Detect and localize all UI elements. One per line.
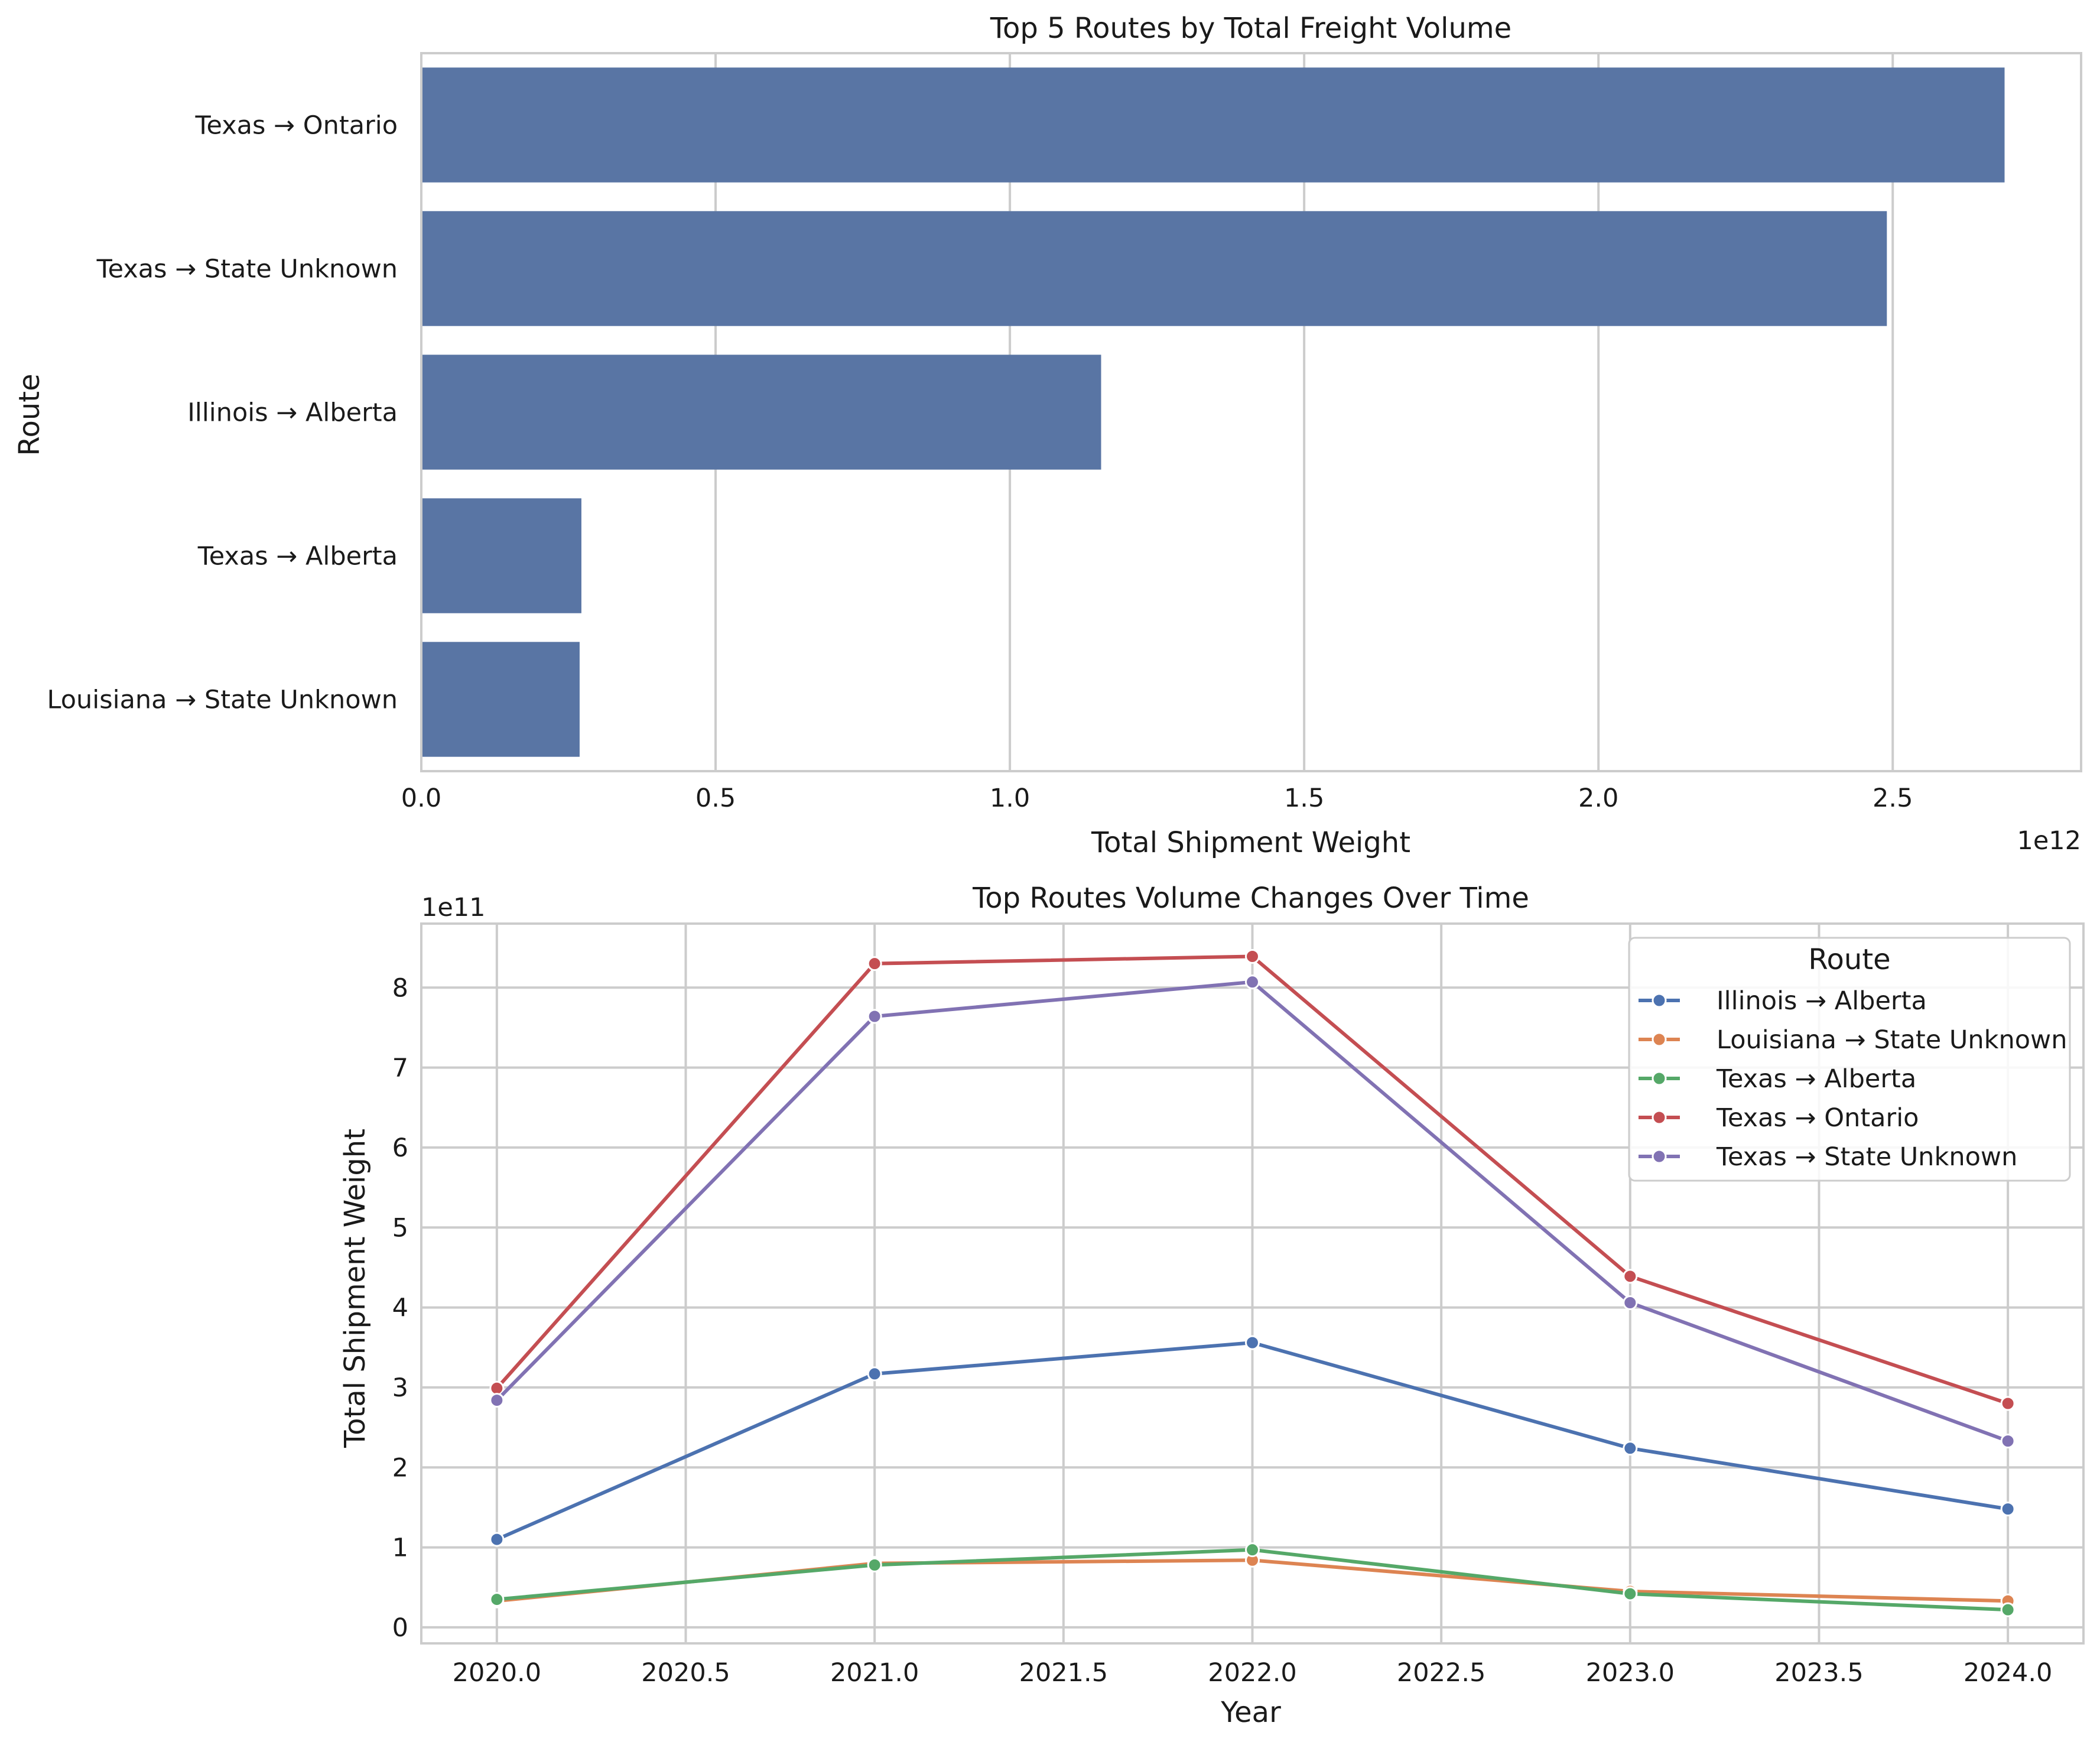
data-point-texas-state-unknown (489, 1393, 505, 1408)
line-x-tick-label: 2020.5 (641, 1658, 730, 1688)
bar-x-tick-label: 0.5 (695, 784, 736, 813)
data-point-texas-ontario (2000, 1396, 2016, 1411)
legend-entry-texas-state-unknown: Texas → State Unknown (1639, 1142, 2017, 1172)
series-texas-state-unknown (489, 974, 2016, 1449)
legend-swatch-marker (1652, 1032, 1667, 1047)
bar-plot-frame (420, 52, 2082, 772)
bar-x-offset-label: 1e12 (2017, 826, 2081, 856)
data-point-texas-alberta (1623, 1586, 1638, 1601)
data-point-texas-state-unknown (1623, 1295, 1638, 1310)
line-y-tick-label: 4 (392, 1294, 408, 1323)
legend-label: Louisiana → State Unknown (1717, 1025, 2067, 1055)
line-y-tick-label: 8 (392, 973, 408, 1003)
bar-y-axis-label: Route (13, 373, 46, 456)
series-texas-alberta (489, 1542, 2016, 1617)
bar-y-tick-label: Texas → Alberta (197, 542, 398, 571)
line-x-tick-label: 2024.0 (1964, 1658, 2052, 1688)
line-y-tick-label: 1 (392, 1533, 408, 1563)
legend-label: Illinois → Alberta (1717, 986, 1927, 1016)
legend-entry-louisiana-state-unknown: Louisiana → State Unknown (1639, 1025, 2067, 1055)
bar-chart-title: Top 5 Routes by Total Freight Volume (990, 12, 1511, 45)
line-y-axis-label: Total Shipment Weight (339, 1129, 372, 1448)
data-point-texas-ontario (1245, 948, 1260, 964)
bar-texas-ontario (421, 67, 2005, 183)
data-point-texas-state-unknown (1245, 974, 1260, 990)
data-point-texas-state-unknown (867, 1009, 882, 1024)
line-y-tick-labels: 0 1 2 3 4 5 6 7 8 (392, 973, 408, 1643)
line-x-tick-label: 2022.5 (1397, 1658, 1485, 1688)
bar-bars (421, 67, 2005, 757)
bar-y-tick-label: Texas → State Unknown (96, 255, 398, 284)
series-texas-ontario (489, 948, 2016, 1411)
line-y-tick-label: 6 (392, 1133, 408, 1163)
legend-entry-texas-alberta: Texas → Alberta (1639, 1064, 1916, 1094)
bar-illinois-alberta (421, 355, 1101, 470)
data-point-texas-ontario (1623, 1269, 1638, 1284)
legend-title: Route (1808, 943, 1890, 976)
line-x-tick-label: 2023.5 (1774, 1658, 1863, 1688)
bar-x-tick-label: 2.0 (1578, 784, 1618, 813)
data-point-texas-alberta (1245, 1542, 1260, 1558)
data-point-illinois-alberta (1623, 1441, 1638, 1456)
bar-louisiana-state-unknown (421, 642, 580, 757)
line-y-tick-label: 3 (392, 1373, 408, 1403)
data-point-illinois-alberta (867, 1366, 882, 1382)
line-x-tick-label: 2021.0 (830, 1658, 919, 1688)
data-point-texas-alberta (2000, 1602, 2016, 1617)
data-point-texas-alberta (489, 1592, 505, 1607)
legend: Route Illinois → Alberta Louisiana → Stat… (1628, 937, 2071, 1182)
data-point-illinois-alberta (2000, 1502, 2016, 1517)
legend-swatch-marker (1652, 1149, 1667, 1164)
data-point-texas-ontario (489, 1380, 505, 1396)
bar-x-tick-label: 2.5 (1873, 784, 1913, 813)
legend-entry-illinois-alberta: Illinois → Alberta (1639, 986, 1927, 1016)
line-plot-frame (420, 922, 2085, 1645)
legend-label: Texas → Alberta (1716, 1064, 1916, 1094)
data-point-texas-state-unknown (2000, 1434, 2016, 1449)
bar-texas-state-unknown (421, 211, 1887, 326)
bar-x-tick-label: 0.0 (401, 784, 441, 813)
bar-chart: 0.0 0.5 1.0 1.5 2.0 2.5 Texas → OntarioTexas … (13, 12, 2082, 859)
legend-label: Texas → Ontario (1716, 1103, 1919, 1133)
bar-x-tick-label: 1.0 (990, 784, 1030, 813)
data-point-texas-ontario (867, 956, 882, 971)
bar-y-tick-label: Illinois → Alberta (187, 398, 398, 428)
bar-texas-alberta (421, 498, 581, 613)
line-chart-title: Top Routes Volume Changes Over Time (972, 882, 1529, 915)
line-x-tick-label: 2022.0 (1208, 1658, 1296, 1688)
line-x-tick-label: 2021.5 (1019, 1658, 1108, 1688)
data-point-illinois-alberta (489, 1532, 505, 1547)
line-chart: 2020.0 2020.5 2021.0 2021.5 2022.0 2022.5 2023… (339, 882, 2085, 1729)
data-point-illinois-alberta (1245, 1335, 1260, 1350)
line-series (489, 948, 2016, 1617)
bar-x-tick-label: 1.5 (1284, 784, 1324, 813)
legend-swatch-marker (1652, 993, 1667, 1008)
legend-entry-texas-ontario: Texas → Ontario (1639, 1103, 1919, 1133)
legend-swatch-marker (1652, 1110, 1667, 1125)
bar-y-tick-label: Texas → Ontario (195, 111, 398, 141)
series-illinois-alberta (489, 1335, 2016, 1547)
bar-y-tick-labels: Texas → Ontario Texas → State Unknown Illi… (47, 111, 398, 715)
legend-swatch-marker (1652, 1071, 1667, 1086)
line-x-tick-labels: 2020.0 2020.5 2021.0 2021.5 2022.0 2022.5 2023… (453, 1658, 2053, 1688)
line-y-offset-label: 1e11 (421, 893, 486, 922)
line-x-tick-label: 2020.0 (453, 1658, 541, 1688)
legend-box (1628, 937, 2071, 1182)
bar-x-axis-label: Total Shipment Weight (1091, 826, 1410, 859)
line-y-tick-label: 7 (392, 1054, 408, 1083)
line-y-tick-label: 2 (392, 1453, 408, 1483)
legend-label: Texas → State Unknown (1716, 1142, 2017, 1172)
line-x-axis-label: Year (1220, 1696, 1281, 1729)
line-y-tick-label: 5 (392, 1213, 408, 1243)
bar-y-tick-label: Louisiana → State Unknown (47, 685, 398, 715)
legend-entries: Illinois → Alberta Louisiana → State Unkn… (1639, 986, 2067, 1172)
line-x-tick-label: 2023.0 (1586, 1658, 1675, 1688)
bar-x-tick-labels: 0.0 0.5 1.0 1.5 2.0 2.5 (401, 784, 1913, 813)
data-point-texas-alberta (867, 1557, 882, 1572)
line-y-tick-label: 0 (392, 1613, 408, 1643)
